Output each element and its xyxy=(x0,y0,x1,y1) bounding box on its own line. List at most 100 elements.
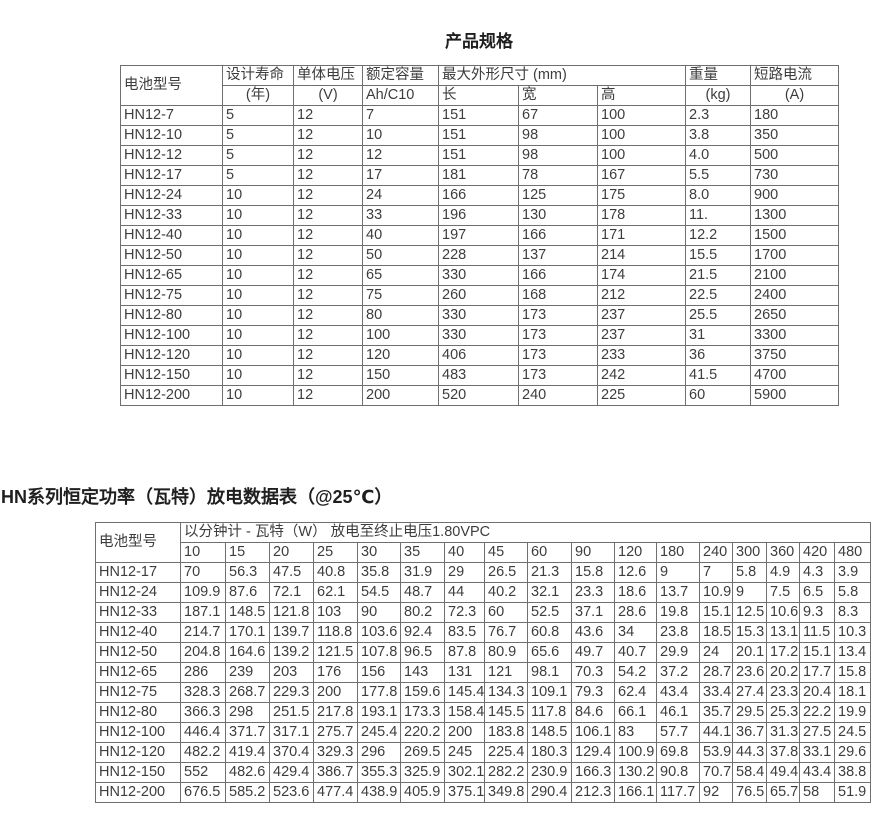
value-cell: 4.9 xyxy=(766,562,800,583)
value-cell: 125 xyxy=(518,185,598,206)
value-cell: 134.3 xyxy=(484,682,528,703)
value-cell: 38.8 xyxy=(833,762,872,783)
value-cell: 12.2 xyxy=(685,225,751,246)
value-cell: 12 xyxy=(293,245,363,266)
value-cell: 23.6 xyxy=(732,662,767,683)
value-cell: 79.3 xyxy=(571,682,615,703)
value-cell: 3300 xyxy=(750,325,839,346)
value-cell: 150 xyxy=(362,365,439,386)
value-cell: 103 xyxy=(313,602,358,623)
value-cell: 187.1 xyxy=(180,602,226,623)
value-cell: 9 xyxy=(656,562,700,583)
model-cell: HN12-17 xyxy=(120,165,223,186)
table-row: HN12-50 10 12 50 228 137 214 15.5 1700 xyxy=(120,245,839,266)
value-cell: 477.4 xyxy=(313,782,358,803)
value-cell: 237 xyxy=(597,305,686,326)
value-cell: 47.5 xyxy=(269,562,314,583)
value-cell: 419.4 xyxy=(225,742,270,763)
value-cell: 5.5 xyxy=(685,165,751,186)
table-row: HN12-24 10 12 24 166 125 175 8.0 900 xyxy=(120,185,839,206)
table-row: HN12-200 10 12 200 520 240 225 60 5900 xyxy=(120,385,839,406)
value-cell: 230.9 xyxy=(527,762,572,783)
value-cell: 225.4 xyxy=(484,742,528,763)
value-cell: 349.8 xyxy=(484,782,528,803)
time-col-header: 45 xyxy=(484,542,528,563)
value-cell: 87.8 xyxy=(444,642,485,663)
value-cell: 12.6 xyxy=(614,562,657,583)
value-cell: 17 xyxy=(362,165,439,186)
table-header-row: (年) (V) Ah/C10 长 宽 高 (kg) (A) xyxy=(121,85,839,106)
value-cell: 40 xyxy=(362,225,439,246)
col-header-short-circuit-unit: (A) xyxy=(750,85,839,106)
value-cell: 168 xyxy=(518,285,598,306)
model-cell: HN12-17 xyxy=(95,562,181,583)
value-cell: 5900 xyxy=(750,385,839,406)
table-row: HN12-7 5 12 7 151 67 100 2.3 180 xyxy=(120,105,839,126)
value-cell: 118.8 xyxy=(313,622,358,643)
table-row: HN12-24 109.9 87.6 72.1 62.1 54.5 48.7 44 40.2 32… xyxy=(95,582,872,603)
value-cell: 17.2 xyxy=(766,642,800,663)
value-cell: 31.9 xyxy=(400,562,445,583)
value-cell: 375.1 xyxy=(444,782,485,803)
value-cell: 87.6 xyxy=(225,582,270,603)
value-cell: 117.7 xyxy=(656,782,700,803)
value-cell: 90.8 xyxy=(656,762,700,783)
value-cell: 24.5 xyxy=(833,722,872,743)
value-cell: 76.5 xyxy=(732,782,767,803)
value-cell: 107.8 xyxy=(357,642,401,663)
model-cell: HN12-65 xyxy=(120,265,223,286)
value-cell: 482.2 xyxy=(180,742,226,763)
value-cell: 5 xyxy=(222,125,294,146)
value-cell: 290.4 xyxy=(527,782,572,803)
value-cell: 10 xyxy=(222,385,294,406)
value-cell: 151 xyxy=(438,145,519,166)
value-cell: 62.4 xyxy=(614,682,657,703)
col-header-length: 长 xyxy=(438,85,519,106)
time-col-header: 60 xyxy=(527,542,572,563)
value-cell: 298 xyxy=(225,702,270,723)
value-cell: 552 xyxy=(180,762,226,783)
value-cell: 139.7 xyxy=(269,622,314,643)
value-cell: 3.9 xyxy=(833,562,872,583)
value-cell: 58 xyxy=(799,782,835,803)
value-cell: 58.4 xyxy=(732,762,767,783)
value-cell: 1300 xyxy=(750,205,839,226)
value-cell: 69.8 xyxy=(656,742,700,763)
value-cell: 4.0 xyxy=(685,145,751,166)
table-row: HN12-150 552 482.6 429.4 386.7 355.3 325.9 302.… xyxy=(95,762,872,783)
value-cell: 37.2 xyxy=(656,662,700,683)
value-cell: 65.7 xyxy=(766,782,800,803)
value-cell: 41.5 xyxy=(685,365,751,386)
col-header-rated-capacity: 额定容量 xyxy=(362,65,439,86)
value-cell: 145.5 xyxy=(484,702,528,723)
value-cell: 32.1 xyxy=(527,582,572,603)
value-cell: 121 xyxy=(484,662,528,683)
discharge-table-header: 电池型号 以分钟计 - 瓦特（W） 放电至终止电压1.80VPC 10 15 20 2… xyxy=(95,522,872,563)
time-col-header: 360 xyxy=(766,542,800,563)
col-header-short-circuit-current: 短路电流 xyxy=(750,65,839,86)
value-cell: 23.8 xyxy=(656,622,700,643)
value-cell: 12 xyxy=(293,385,363,406)
value-cell: 36 xyxy=(685,345,751,366)
model-cell: HN12-50 xyxy=(95,642,181,663)
value-cell: 730 xyxy=(750,165,839,186)
value-cell: 75 xyxy=(362,285,439,306)
table-header-row: 电池型号 设计寿命 单体电压 额定容量 最大外形尺寸 (mm) 重量 短路电流 xyxy=(120,65,839,106)
value-cell: 268.7 xyxy=(225,682,270,703)
value-cell: 214 xyxy=(597,245,686,266)
value-cell: 129.4 xyxy=(571,742,615,763)
value-cell: 173 xyxy=(518,365,598,386)
value-cell: 10 xyxy=(222,265,294,286)
value-cell: 29 xyxy=(444,562,485,583)
col-header-design-life: 设计寿命 xyxy=(222,65,294,86)
value-cell: 220.2 xyxy=(400,722,445,743)
value-cell: 386.7 xyxy=(313,762,358,783)
value-cell: 65.6 xyxy=(527,642,572,663)
value-cell: 166 xyxy=(518,225,598,246)
value-cell: 7 xyxy=(699,562,733,583)
discharge-table-body: HN12-17 70 56.3 47.5 40.8 35.8 31.9 29 26.5 21.3 1… xyxy=(95,562,872,803)
time-col-header: 300 xyxy=(732,542,767,563)
value-cell: 72.1 xyxy=(269,582,314,603)
value-cell: 43.4 xyxy=(656,682,700,703)
value-cell: 5 xyxy=(222,165,294,186)
